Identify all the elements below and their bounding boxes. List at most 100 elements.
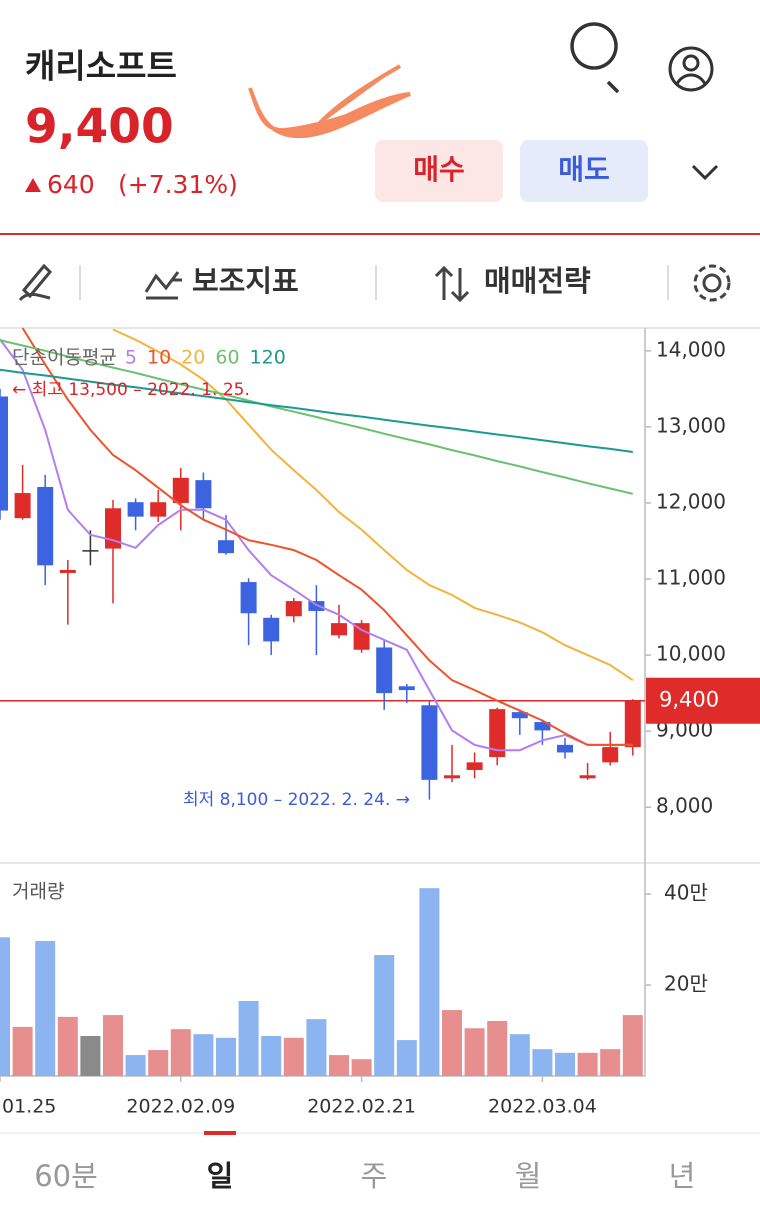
legend-entry: 5 [125, 347, 137, 369]
candle-body [127, 502, 144, 517]
volume-bar [0, 937, 10, 1076]
candle-body [489, 709, 506, 758]
candle-body [82, 550, 99, 552]
period-tab[interactable]: 60분 [34, 1159, 98, 1193]
volume-bar [238, 1000, 259, 1076]
volume-bar [351, 1059, 372, 1076]
candle-body [195, 480, 212, 509]
candle-body [240, 582, 257, 614]
volume-bar [57, 1016, 78, 1076]
moving-average-line [0, 339, 634, 495]
volume-bar [306, 1019, 327, 1076]
candle-body [511, 712, 528, 719]
volume-bar [419, 888, 440, 1076]
period-tab[interactable]: 년 [669, 1159, 696, 1193]
volume-title: 거래량 [12, 881, 64, 903]
legend-entry: 60 [215, 347, 239, 369]
volume-bar [509, 1034, 530, 1076]
volume-bar [283, 1037, 304, 1076]
volume-bar [622, 1015, 643, 1076]
sell-button[interactable] [520, 140, 648, 202]
candle-body [150, 502, 167, 517]
indicator-button[interactable]: 보조지표 [192, 264, 299, 298]
stock-name: 캐리소프트 [25, 47, 177, 86]
volume-bar [12, 1026, 33, 1076]
legend-entry: 20 [181, 347, 205, 369]
settings-icon[interactable] [693, 264, 731, 302]
current-price-label: 9,400 [659, 688, 719, 712]
profile-icon[interactable] [668, 46, 714, 92]
candle-body [602, 747, 619, 763]
y-tick-label: 8,000 [656, 794, 713, 818]
chart-mask [0, 306, 760, 327]
volume-bar [193, 1034, 214, 1076]
sell-label[interactable]: 매도 [558, 153, 610, 186]
candle-body [557, 744, 573, 753]
buy-label[interactable]: 매수 [413, 153, 465, 186]
candle-body [398, 686, 415, 691]
volume-bar [216, 1037, 236, 1076]
low-annotation: 최저 8,100 – 2022. 2. 24. → [183, 790, 410, 810]
y-tick-label: 13,000 [656, 413, 726, 437]
moving-average-line [0, 368, 633, 453]
candle-body [172, 477, 189, 503]
expand-chevron[interactable] [691, 164, 719, 181]
period-tab[interactable]: 일 [207, 1159, 234, 1193]
volume-bar [80, 1035, 101, 1076]
moving-average-line [0, 338, 633, 752]
search-icon[interactable] [570, 22, 620, 94]
logo-scribble [248, 64, 411, 139]
volume-tick-label: 40만 [664, 881, 708, 905]
y-tick-label: 11,000 [656, 566, 726, 590]
price-change-pct: (+7.31%) [118, 170, 238, 199]
candle-body [308, 601, 325, 611]
price-change: 640 [47, 170, 95, 199]
candle-body [466, 762, 483, 770]
moving-average-line [21, 327, 633, 746]
candle-body [218, 540, 234, 554]
strategy-button[interactable]: 매매전략 [484, 264, 591, 298]
strategy-icon[interactable] [434, 265, 470, 303]
x-tick-label: 2022.02.21 [307, 1096, 416, 1118]
candle-body [331, 623, 347, 636]
volume-bar [329, 1055, 349, 1076]
indicator-icon[interactable] [144, 271, 182, 300]
period-tab[interactable]: 주 [361, 1159, 388, 1193]
volume-bar [464, 1028, 485, 1076]
volume-bar [374, 955, 395, 1076]
candle-body [0, 396, 8, 511]
x-tick-label: 2022.02.09 [126, 1096, 235, 1118]
volume-bar [600, 1049, 621, 1076]
candle-body [624, 700, 641, 748]
volume-bar [125, 1055, 146, 1076]
draw-tool-icon[interactable] [18, 263, 53, 302]
legend-title: 단순이동평균 [12, 347, 117, 369]
candle-body [263, 617, 280, 642]
candle-body [444, 775, 460, 779]
candle-body [421, 705, 438, 780]
volume-tick-label: 20만 [664, 972, 708, 996]
period-tab[interactable]: 월 [515, 1159, 542, 1193]
candle-body [14, 493, 31, 519]
candle-body [353, 623, 370, 650]
candle-body [376, 647, 393, 694]
candle-body [579, 775, 596, 779]
volume-bar [532, 1049, 553, 1076]
moving-average-line [112, 328, 634, 682]
current-price: 9,400 [25, 100, 174, 155]
legend-entry: 10 [147, 347, 171, 369]
y-tick-label: 14,000 [656, 337, 726, 361]
volume-bar [577, 1052, 598, 1076]
legend-entry: 120 [250, 347, 286, 369]
volume-bar [170, 1029, 191, 1076]
candle-body [37, 486, 54, 566]
volume-bar [35, 940, 56, 1076]
y-tick-label: 12,000 [656, 489, 726, 513]
high-annotation: ← 최고 13,500 – 2022. 1. 25. [12, 380, 250, 400]
y-tick-label: 10,000 [656, 642, 726, 666]
candle-body [59, 569, 76, 573]
volume-bar [103, 1015, 123, 1076]
buy-button[interactable] [375, 140, 503, 202]
volume-bar [261, 1035, 282, 1076]
